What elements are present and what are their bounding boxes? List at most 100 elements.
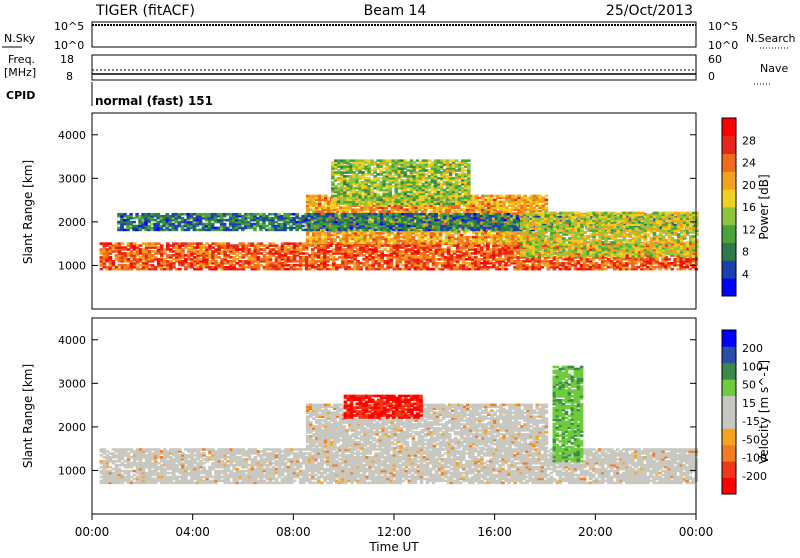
power-cell <box>606 261 611 265</box>
power-cell <box>532 198 537 202</box>
power-cell <box>362 248 366 251</box>
power-cell <box>374 244 378 247</box>
power-cell <box>335 263 339 267</box>
power-cell <box>268 248 273 251</box>
power-cell <box>529 204 534 208</box>
power-cell <box>443 261 448 265</box>
power-cell <box>379 163 384 166</box>
power-cell <box>265 256 270 259</box>
power-cell <box>410 250 415 253</box>
power-cell <box>323 254 327 257</box>
power-cell <box>431 250 436 253</box>
power-cell <box>120 263 125 267</box>
power-cell <box>383 260 388 263</box>
power-cell <box>474 263 478 267</box>
power-cell <box>311 198 316 202</box>
power-cell <box>423 229 428 233</box>
power-cell <box>332 260 336 263</box>
power-cell <box>283 242 288 245</box>
power-cell <box>298 267 303 271</box>
power-cell <box>421 178 426 182</box>
power-cell <box>377 246 382 249</box>
power-cell <box>420 239 425 243</box>
power-cell <box>378 202 383 206</box>
power-cell <box>99 248 104 251</box>
power-cell <box>371 263 375 267</box>
power-cell <box>193 267 197 271</box>
power-cell <box>461 248 466 251</box>
power-cell <box>314 210 319 213</box>
power-cell <box>356 267 360 271</box>
power-cell <box>435 237 440 241</box>
power-cell <box>453 210 458 213</box>
power-cell <box>413 254 418 257</box>
power-cell <box>150 254 155 257</box>
cpid-panel: CPID normal (fast) 151 <box>6 82 213 108</box>
power-cell <box>307 256 312 259</box>
power-cell <box>377 258 382 261</box>
power-cell <box>213 226 218 230</box>
power-cell <box>555 265 560 269</box>
power-cell <box>379 177 384 180</box>
power-cell <box>433 200 438 204</box>
power-cell <box>493 229 497 233</box>
power-cell <box>413 258 418 261</box>
power-cell <box>351 210 355 213</box>
power-cell <box>314 204 319 208</box>
power-cell <box>400 180 405 184</box>
power-cell <box>429 239 434 243</box>
power-cell <box>135 250 140 253</box>
power-cell <box>229 261 234 265</box>
power-cell <box>535 235 540 239</box>
power-cell <box>427 202 432 206</box>
power-cell <box>397 173 402 176</box>
power-cell <box>493 204 497 208</box>
power-cell <box>362 258 366 261</box>
power-cell <box>391 175 396 178</box>
power-cell <box>135 267 140 271</box>
power-cell <box>187 261 191 265</box>
power-cell <box>450 204 455 208</box>
power-cell <box>477 244 481 247</box>
power-cell <box>355 192 359 196</box>
power-cell <box>369 235 373 239</box>
power-cell <box>313 252 318 255</box>
power-cell <box>448 169 453 172</box>
power-cell <box>478 206 482 209</box>
power-cell <box>283 258 288 261</box>
power-cell <box>389 261 394 265</box>
power-cell <box>280 265 285 269</box>
power-cell <box>373 180 377 184</box>
power-cell <box>422 256 427 259</box>
power-cell <box>441 222 446 225</box>
power-cell <box>317 196 322 200</box>
power-cell <box>493 220 497 223</box>
power-cell <box>445 177 450 180</box>
power-cell <box>211 256 215 259</box>
power-cell <box>298 244 303 247</box>
power-cell <box>407 248 412 251</box>
power-cell <box>195 222 200 226</box>
power-cell <box>579 246 584 249</box>
power-cell <box>159 246 164 249</box>
power-cell <box>123 252 128 255</box>
power-cell <box>505 241 509 245</box>
power-cell <box>186 216 191 220</box>
power-cell <box>384 241 389 245</box>
power-cell <box>517 229 521 233</box>
power-cell <box>349 159 353 162</box>
power-cell <box>190 242 194 245</box>
power-cell <box>579 258 584 261</box>
power-cell <box>652 265 656 269</box>
power-cell <box>162 250 167 253</box>
power-cell <box>445 178 450 182</box>
power-cell <box>514 202 518 206</box>
power-cell <box>126 216 130 220</box>
power-cell <box>588 248 593 251</box>
power-cell <box>321 198 325 202</box>
power-cell <box>406 202 411 206</box>
power-cell <box>431 256 436 259</box>
power-cell <box>462 231 467 235</box>
power-cell <box>347 265 351 269</box>
power-cell <box>394 161 399 164</box>
